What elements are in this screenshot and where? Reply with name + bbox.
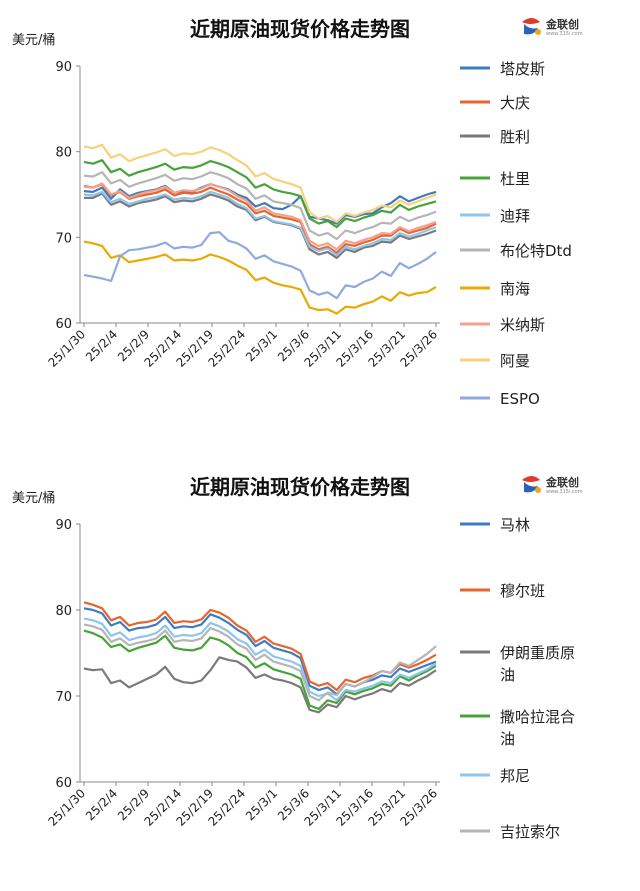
logo-text: 金联创 [545, 475, 579, 489]
legend-label: ESPO [500, 390, 540, 408]
legend-entry: 伊朗重质原油 [460, 644, 575, 684]
y-axis-label: 美元/桶 [12, 33, 55, 48]
y-tick-label: 70 [55, 690, 72, 705]
logo-mark-red [522, 18, 540, 24]
y-tick-label: 60 [55, 317, 72, 332]
logo-mark-dot [535, 487, 541, 493]
legend-entry: 阿曼 [460, 352, 530, 370]
x-tick-label: 25/2/4 [83, 786, 120, 823]
series-line-5 [83, 617, 437, 702]
series-line-1 [83, 183, 437, 225]
x-tick-label: 25/1/30 [46, 786, 89, 829]
legend-entry: 胜利 [460, 128, 530, 146]
legend-label: 吉拉索尔 [500, 823, 560, 841]
legend-label: 邦尼 [500, 767, 530, 785]
series-line-6 [83, 171, 437, 241]
legend-label: 迪拜 [500, 207, 530, 225]
legend-label: 穆尔班 [500, 582, 545, 600]
legend-entry: 邦尼 [460, 767, 530, 785]
series-line-3 [84, 192, 437, 259]
chart-1: 近期原油现货价格走势图美元/桶6070809025/1/3025/2/425/2… [12, 17, 572, 408]
series-line-2 [83, 183, 437, 254]
legend-label: 伊朗重质原油 [500, 644, 575, 684]
legend-entry: 米纳斯 [460, 316, 545, 334]
chart-title: 近期原油现货价格走势图 [190, 475, 410, 499]
y-tick-label: 80 [55, 146, 72, 161]
series-line-6 [83, 623, 437, 702]
logo-mark-blue [524, 24, 538, 35]
legend-entry: 塔皮斯 [460, 60, 545, 78]
series-line-7 [83, 240, 437, 315]
y-axis-label: 美元/桶 [12, 491, 55, 506]
legend-entry: 杜里 [460, 170, 530, 188]
legend-entry: 穆尔班 [460, 582, 545, 600]
legend-label: 阿曼 [500, 352, 530, 370]
legend-entry: 吉拉索尔 [460, 823, 560, 841]
y-tick-label: 70 [55, 231, 72, 246]
x-tick-label: 25/2/4 [83, 327, 120, 364]
y-tick-label: 90 [55, 60, 72, 75]
legend-label: 大庆 [500, 94, 530, 112]
legend-label: 南海 [500, 280, 530, 298]
legend-label: 米纳斯 [500, 316, 545, 334]
chart-title: 近期原油现货价格走势图 [190, 17, 410, 41]
legend-entry: 布伦特Dtd [460, 242, 572, 260]
series-line-5 [83, 190, 437, 257]
logo-mark-dot [535, 29, 541, 35]
legend-label: 撒哈拉混合油 [500, 708, 575, 748]
x-tick-label: 25/3/1 [243, 327, 280, 364]
y-tick-label: 60 [55, 776, 72, 791]
x-tick-label: 25/1/30 [46, 327, 89, 370]
legend-entry: 迪拜 [460, 207, 530, 225]
logo-mark-blue [524, 482, 538, 493]
legend-label: 马林 [500, 516, 530, 534]
y-tick-label: 90 [55, 518, 72, 533]
chart-2: 近期原油现货价格走势图美元/桶6070809025/1/3025/2/425/2… [12, 475, 575, 841]
logo-text: 金联创 [545, 17, 579, 31]
series-line-1 [83, 607, 437, 696]
y-tick-label: 80 [55, 604, 72, 619]
x-tick-label: 25/3/1 [243, 786, 280, 823]
series-line-4 [83, 629, 437, 711]
series-line-8 [83, 182, 437, 251]
legend-label: 塔皮斯 [500, 60, 545, 78]
legend-entry: 撒哈拉混合油 [460, 708, 575, 748]
logo-subtext: www.315i.com [546, 31, 583, 37]
series-line-9 [83, 143, 437, 223]
series-line-4 [83, 159, 437, 229]
logo-mark-red [522, 476, 540, 482]
legend-entry: ESPO [460, 390, 540, 408]
legend-entry: 南海 [460, 280, 530, 298]
legend-label: 杜里 [500, 170, 530, 188]
legend-label: 布伦特Dtd [500, 242, 572, 260]
logo-subtext: www.315i.com [546, 489, 583, 495]
legend-entry: 大庆 [460, 94, 530, 112]
series-line-10 [83, 231, 437, 300]
legend-label: 胜利 [500, 128, 530, 146]
legend-entry: 马林 [460, 516, 530, 534]
series-line-3 [83, 656, 437, 714]
